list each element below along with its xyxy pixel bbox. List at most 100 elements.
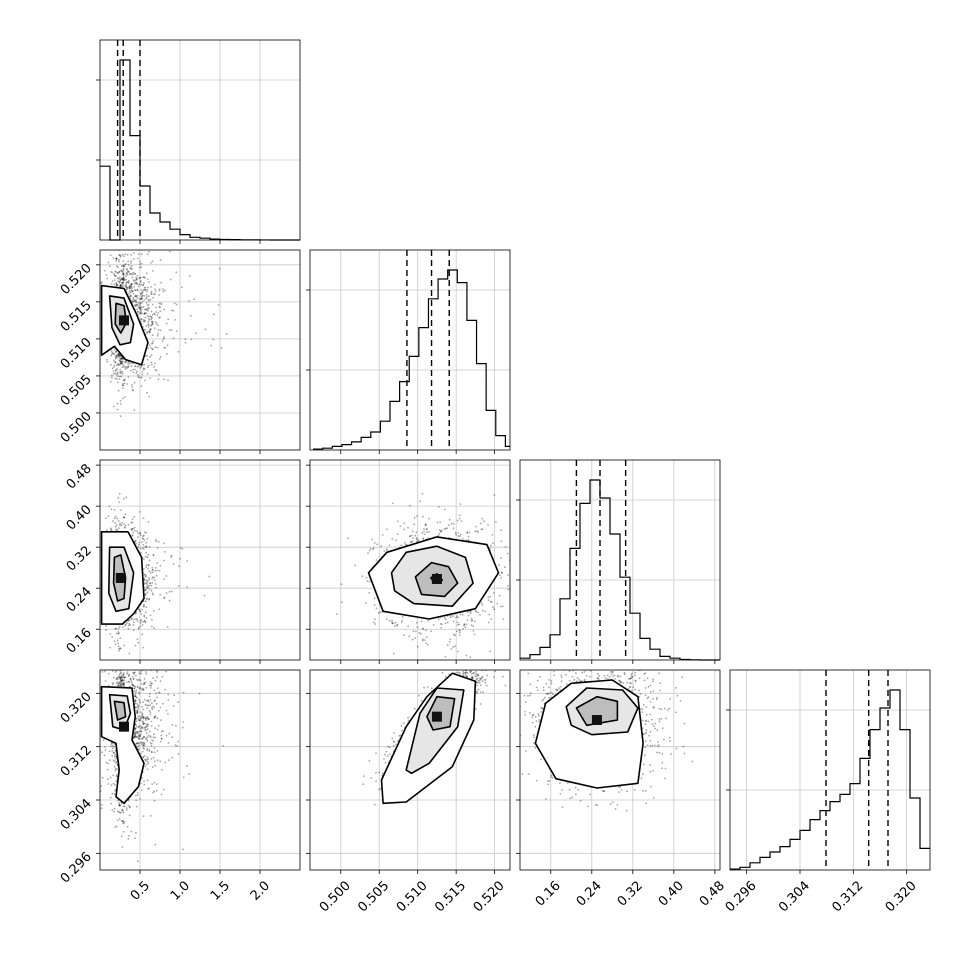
scatter-point <box>112 759 115 762</box>
scatter-point <box>146 372 149 375</box>
scatter-point <box>144 765 147 768</box>
scatter-point <box>112 774 115 777</box>
scatter-point <box>154 715 157 718</box>
scatter-point <box>117 663 119 665</box>
scatter-point <box>123 635 125 637</box>
scatter-point <box>139 610 142 613</box>
scatter-point <box>113 751 115 754</box>
scatter-point <box>142 742 145 745</box>
scatter-point <box>152 791 155 794</box>
scatter-point <box>117 280 119 282</box>
scatter-point <box>162 702 164 705</box>
density-peak <box>115 572 126 583</box>
scatter-point <box>126 253 129 256</box>
scatter-point <box>117 389 120 392</box>
scatter-point <box>155 586 158 589</box>
scatter-point <box>123 526 126 528</box>
scatter-point <box>134 539 137 542</box>
scatter-point <box>156 314 159 316</box>
y-tick-label: 0.312 <box>58 743 95 780</box>
scatter-point <box>144 555 147 558</box>
scatter-point <box>122 651 124 653</box>
scatter-point <box>147 652 149 654</box>
scatter-point <box>118 375 121 378</box>
scatter-point <box>139 308 142 311</box>
scatter-point <box>142 721 144 724</box>
scatter-point <box>144 320 147 323</box>
scatter-point <box>184 338 187 341</box>
scatter-point <box>119 359 122 362</box>
scatter-point <box>122 684 125 687</box>
scatter-point <box>130 521 133 524</box>
scatter-point <box>147 734 150 737</box>
scatter-point <box>144 719 147 721</box>
scatter-point <box>107 261 110 264</box>
scatter-point <box>121 363 123 365</box>
scatter-point <box>112 370 115 372</box>
scatter-point <box>134 728 136 731</box>
scatter-point <box>133 409 136 412</box>
scatter-point <box>129 285 131 287</box>
scatter-point <box>153 666 155 668</box>
scatter-point <box>150 290 153 293</box>
scatter-point <box>142 756 145 759</box>
scatter-point <box>139 312 142 315</box>
scatter-point <box>137 364 140 367</box>
scatter-point <box>151 766 154 768</box>
scatter-point <box>97 565 99 567</box>
scatter-point <box>155 322 158 325</box>
scatter-point <box>146 366 149 369</box>
scatter-point <box>119 523 121 525</box>
scatter-point <box>120 812 122 814</box>
scatter-point <box>139 665 141 667</box>
scatter-point <box>119 360 121 363</box>
scatter-point <box>142 687 145 690</box>
scatter-point <box>131 389 134 391</box>
scatter-point <box>114 357 117 360</box>
scatter-point <box>158 316 161 319</box>
scatter-point <box>136 308 139 311</box>
scatter-point <box>181 547 184 550</box>
scatter-point <box>139 679 142 682</box>
scatter-point <box>109 796 112 799</box>
scatter-point <box>140 717 143 719</box>
scatter-point <box>135 696 138 699</box>
scatter-point <box>119 804 122 807</box>
scatter-point <box>141 546 144 549</box>
scatter-point <box>160 734 163 737</box>
scatter-point <box>148 344 151 347</box>
scatter-point <box>142 621 144 623</box>
scatter-point <box>152 736 155 739</box>
scatter-point <box>139 246 141 248</box>
scatter-point <box>112 661 114 663</box>
scatter-point <box>149 377 152 379</box>
scatter-point <box>152 740 155 742</box>
scatter-point <box>189 275 191 277</box>
scatter-point <box>143 308 146 311</box>
scatter-point <box>128 805 131 808</box>
scatter-point <box>146 756 149 759</box>
y-tick-label: 0.32 <box>64 543 95 574</box>
scatter-point <box>171 736 174 739</box>
scatter-point <box>146 585 148 588</box>
density-peak <box>119 315 129 326</box>
scatter-point <box>131 290 134 293</box>
scatter-point <box>135 689 138 692</box>
scatter-point <box>175 303 178 306</box>
scatter-point <box>150 745 153 748</box>
scatter-point <box>135 730 138 733</box>
scatter-point <box>145 551 148 554</box>
scatter-point <box>157 691 160 693</box>
scatter-point <box>123 265 125 268</box>
scatter-point <box>129 291 132 294</box>
axes-frame <box>729 669 931 871</box>
scatter-point <box>138 734 141 736</box>
scatter-point <box>138 735 141 738</box>
scatter-point <box>195 332 197 335</box>
scatter-point <box>124 624 126 627</box>
scatter-point <box>123 516 125 519</box>
scatter-point <box>103 754 106 757</box>
scatter-point <box>136 708 139 711</box>
scatter-point <box>117 353 120 356</box>
scatter-point <box>142 290 144 293</box>
